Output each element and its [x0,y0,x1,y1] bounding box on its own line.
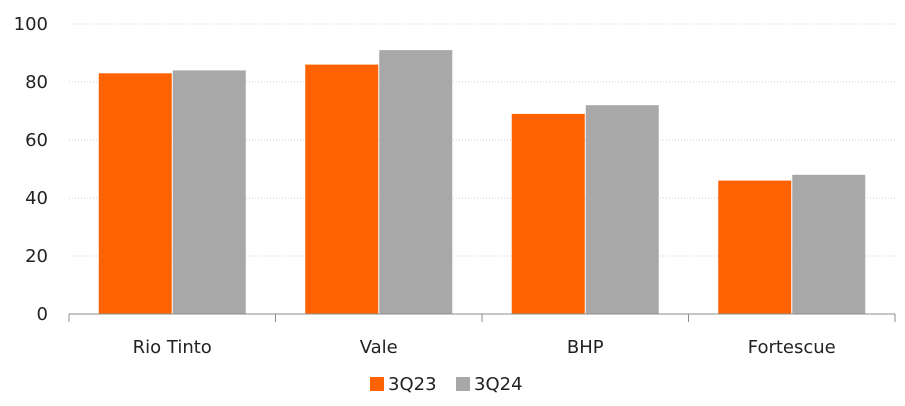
y-tick-label: 0 [37,304,48,325]
bars [98,50,866,315]
y-tick-label: 40 [25,188,48,209]
y-tick-label: 60 [25,130,48,151]
bar-vale-3q24 [379,50,453,314]
bar-bhp-3q24 [585,105,659,314]
bar-vale-3q23 [305,64,379,314]
y-tick-label: 80 [25,72,48,93]
legend-label-3q23: 3Q23 [388,374,437,395]
bar-fortescue-3q24 [792,174,866,314]
x-tick-labels: Rio Tinto Vale BHP Fortescue [133,337,836,358]
legend: 3Q23 3Q24 [370,374,523,395]
legend-label-3q24: 3Q24 [474,374,523,395]
y-tick-label: 20 [25,246,48,267]
bar-rio-tinto-3q24 [172,70,246,315]
x-tick-label: Rio Tinto [133,337,212,358]
axes [68,313,896,322]
bar-bhp-3q23 [511,113,585,315]
x-tick-label: Fortescue [748,337,836,358]
bar-rio-tinto-3q23 [98,73,172,314]
y-tick-label: 100 [14,14,48,35]
legend-swatch-3q23 [370,377,384,391]
x-tick-label: BHP [567,337,604,358]
legend-swatch-3q24 [456,377,470,391]
y-tick-labels: 0 20 40 60 80 100 [14,14,48,325]
bar-fortescue-3q23 [718,180,792,314]
x-tick-label: Vale [360,337,398,358]
